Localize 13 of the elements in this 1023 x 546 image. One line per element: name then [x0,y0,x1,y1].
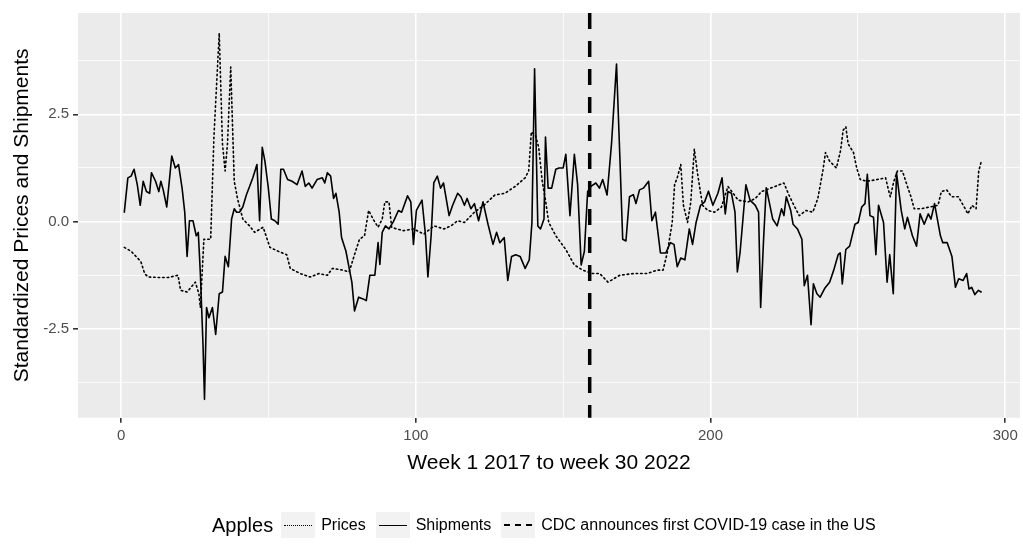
x-tick-label: 0 [116,425,126,443]
y-tick-label: -2.5 [43,319,70,337]
x-tick-label: 200 [698,425,724,443]
legend-label: Shipments [415,516,492,534]
x-tick-label: 300 [992,425,1018,443]
x-tick-label: 100 [403,425,429,443]
legend-label: CDC announces first COVID-19 case in the US [541,516,876,534]
x-axis-title: Week 1 2017 to week 30 2022 [407,450,691,474]
legend-label: Prices [321,516,366,534]
legend-title: Apples [212,513,274,537]
y-tick-label: 0.0 [48,211,70,229]
y-tick-label: 2.5 [48,104,70,122]
y-axis-title: Standardized Prices and Shipments [9,48,33,383]
